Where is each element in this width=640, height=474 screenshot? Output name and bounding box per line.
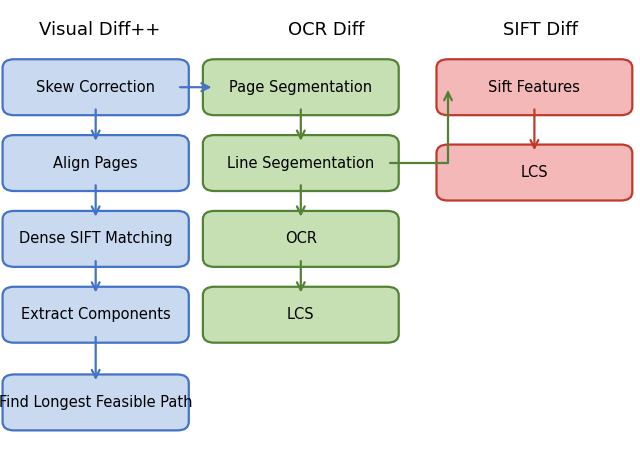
Text: Find Longest Feasible Path: Find Longest Feasible Path [0,395,193,410]
Text: Page Segmentation: Page Segmentation [229,80,372,95]
Text: OCR Diff: OCR Diff [288,21,365,39]
Text: OCR: OCR [285,231,317,246]
Text: Line Segementation: Line Segementation [227,155,374,171]
FancyBboxPatch shape [3,374,189,430]
FancyBboxPatch shape [203,211,399,267]
FancyBboxPatch shape [203,135,399,191]
Text: Skew Correction: Skew Correction [36,80,155,95]
FancyBboxPatch shape [3,211,189,267]
Text: Visual Diff++: Visual Diff++ [38,21,160,39]
FancyBboxPatch shape [3,59,189,115]
Text: LCS: LCS [287,307,315,322]
Text: Align Pages: Align Pages [53,155,138,171]
Text: Sift Features: Sift Features [488,80,580,95]
Text: LCS: LCS [520,165,548,180]
FancyBboxPatch shape [436,145,632,201]
FancyBboxPatch shape [3,287,189,343]
Text: SIFT Diff: SIFT Diff [504,21,578,39]
Text: Dense SIFT Matching: Dense SIFT Matching [19,231,173,246]
FancyBboxPatch shape [203,287,399,343]
FancyBboxPatch shape [436,59,632,115]
Text: Extract Components: Extract Components [21,307,170,322]
FancyBboxPatch shape [203,59,399,115]
FancyBboxPatch shape [3,135,189,191]
